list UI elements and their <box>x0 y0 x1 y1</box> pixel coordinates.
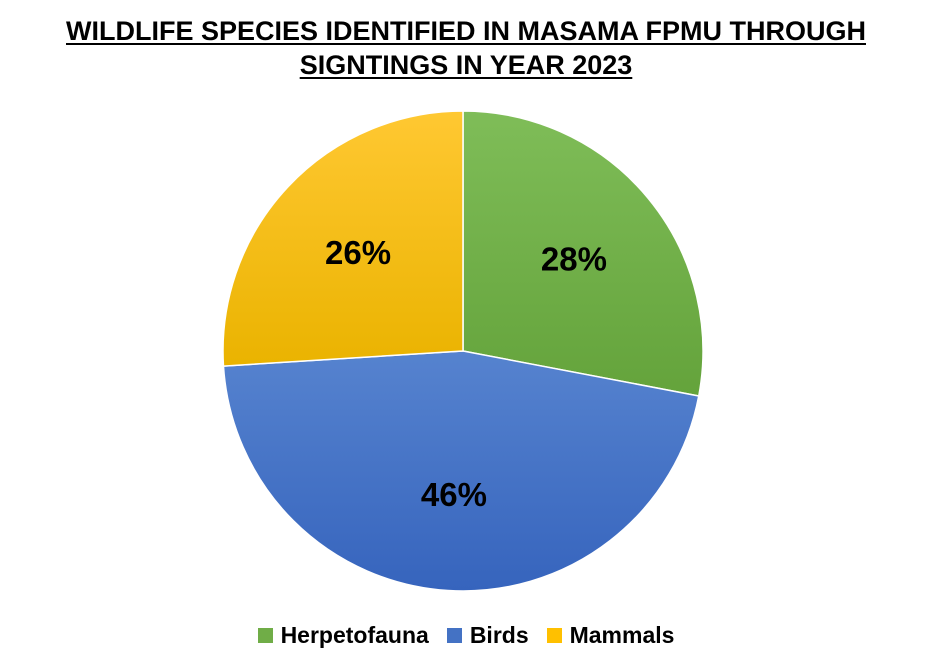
pie-slice-birds <box>222 350 700 592</box>
chart-title-line-2: SIGNTINGS IN YEAR 2023 <box>299 50 633 80</box>
legend-label-mammals: Mammals <box>569 622 675 648</box>
data-label-mammals: 26% <box>325 234 391 271</box>
pie-slice-mammals <box>222 110 464 367</box>
chart-title: WILDLIFE SPECIES IDENTIFIED IN MASAMA FP… <box>0 14 932 82</box>
legend-label-herpetofauna: Herpetofauna <box>280 622 429 648</box>
data-label-herpetofauna: 28% <box>541 241 607 278</box>
legend-item-herpetofauna: Herpetofauna <box>257 622 429 649</box>
legend-item-mammals: Mammals <box>546 622 675 649</box>
pie-data-labels: 28% 46% 26% <box>325 234 607 513</box>
legend-swatch-herpetofauna <box>257 628 273 643</box>
legend-label-birds: Birds <box>469 622 529 648</box>
legend: Herpetofauna Birds Mammals <box>0 622 932 649</box>
data-label-birds: 46% <box>421 476 487 513</box>
legend-swatch-mammals <box>546 628 562 643</box>
pie-slice-herpetofauna <box>462 110 704 397</box>
chart-title-line-1: WILDLIFE SPECIES IDENTIFIED IN MASAMA FP… <box>66 16 866 46</box>
legend-item-birds: Birds <box>446 622 529 649</box>
legend-swatch-birds <box>446 628 462 643</box>
pie-slices <box>222 110 704 592</box>
